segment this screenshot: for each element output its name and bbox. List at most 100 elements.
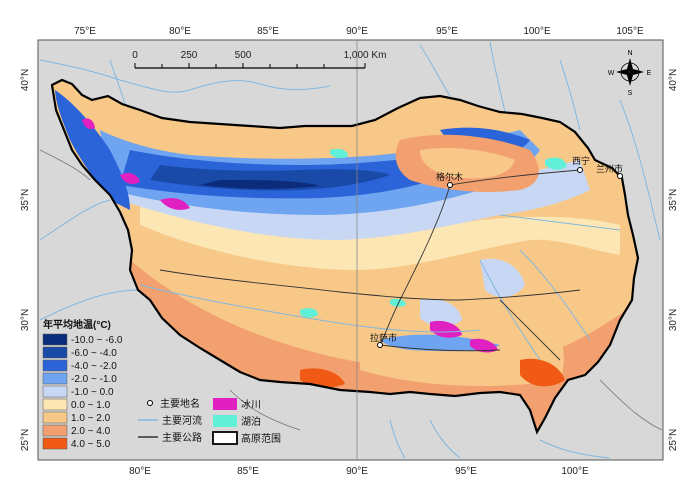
river-line (539, 439, 611, 459)
river-line (489, 41, 506, 113)
city-label: 西宁 (572, 155, 590, 166)
legend-swatch (42, 333, 68, 346)
compass-rose-icon: N S E W (608, 50, 652, 97)
river-line (139, 284, 481, 333)
legend-class-label: -4.0 ~ -2.0 (71, 361, 117, 372)
tick-label: 80°E (169, 26, 191, 37)
city-dot-icon (577, 167, 583, 173)
tick-label: 40°N (20, 69, 31, 91)
map-frame-border (37, 39, 664, 461)
legend-swatch (42, 424, 68, 437)
glacier-patch (120, 172, 140, 184)
legend-river-label: 主要河流 (162, 414, 202, 427)
tick-label: 35°N (668, 189, 679, 211)
city-xining: 西宁 (572, 155, 590, 173)
city-lhasa: 拉萨市 (370, 332, 397, 348)
city-markers: 西宁 兰州市 格尔木 拉萨市 (370, 155, 623, 348)
city-dot-icon (377, 342, 383, 348)
river-line (559, 59, 581, 131)
tick-label: 85°E (237, 466, 259, 477)
temp-zone (380, 334, 500, 352)
scale-label: 0 (132, 50, 138, 61)
legend-class-label: -10.0 ~ -6.0 (71, 335, 123, 346)
temp-zone (300, 368, 345, 388)
tick-label: 100°E (523, 26, 551, 37)
legend-lake-swatch (213, 415, 237, 427)
city-dot-icon (447, 182, 453, 188)
legend-swatch (42, 411, 68, 424)
legend-road-label: 主要公路 (162, 431, 202, 444)
scale-label: 250 (181, 50, 198, 61)
glacier-patch (470, 338, 498, 353)
river-line (619, 99, 661, 241)
axis-ticks-left: 40°N 35°N 30°N 25°N (20, 69, 31, 451)
river-line (479, 259, 541, 361)
legend-title: 年平均地温(°C) (43, 318, 111, 331)
border-line (229, 389, 301, 431)
river-line (429, 419, 461, 459)
river-line (389, 419, 406, 459)
legend-place-icon (147, 400, 153, 406)
glacier-patch (82, 118, 95, 130)
tick-label: 80°E (129, 466, 151, 477)
tick-label: 30°N (20, 309, 31, 331)
tick-label: 90°E (346, 26, 368, 37)
city-label: 兰州市 (596, 163, 623, 174)
legend-swatch (42, 437, 68, 450)
road-line (159, 269, 581, 301)
legend-class-label: 4.0 ~ 5.0 (71, 439, 111, 450)
city-dot-icon (617, 173, 623, 179)
temp-zone (420, 298, 462, 327)
legend-swatch (42, 385, 68, 398)
glacier-patch (160, 197, 190, 210)
scale-bar: 0 250 500 1,000 Km (132, 50, 386, 69)
border-line (599, 379, 663, 431)
river-line (259, 83, 331, 91)
compass-needle (616, 69, 630, 75)
temp-zone (480, 258, 525, 297)
legend-class-label: -6.0 ~ -4.0 (71, 348, 117, 359)
compass-e: E (647, 70, 652, 77)
lake-patch (390, 298, 406, 307)
tick-label: 35°N (20, 189, 31, 211)
legend-swatch (42, 359, 68, 372)
legend-swatch (42, 372, 68, 385)
temp-zone (360, 320, 564, 386)
temp-zone (55, 90, 130, 210)
city-label: 格尔木 (436, 171, 463, 182)
inner-rivers (139, 214, 621, 361)
legend-swatch (42, 346, 68, 359)
axis-ticks-bottom: 80°E 85°E 90°E 95°E 100°E (129, 466, 589, 477)
legend: 年平均地温(°C) -10.0 ~ -6.0 -6.0 ~ -4.0 -4.0 ~ … (42, 318, 281, 450)
tick-label: 25°N (668, 429, 679, 451)
city-golmud: 格尔木 (436, 171, 463, 188)
tick-label: 25°N (20, 429, 31, 451)
tick-label: 95°E (436, 26, 458, 37)
legend-class-label: 1.0 ~ 2.0 (71, 413, 111, 424)
compass-s: S (628, 90, 633, 97)
glacier-patch (430, 320, 462, 338)
border-line (39, 149, 91, 181)
legend-boundary-label: 高原范围 (241, 432, 281, 445)
road-line (379, 344, 501, 352)
lake-areas (300, 148, 567, 318)
tick-label: 105°E (616, 26, 644, 37)
scale-label: 500 (235, 50, 252, 61)
temp-zone (200, 180, 320, 189)
plateau-boundary (50, 78, 640, 435)
river-line (39, 59, 261, 93)
temp-zone (420, 148, 515, 179)
tick-label: 90°E (346, 466, 368, 477)
compass-w: W (608, 70, 615, 77)
river-line (519, 249, 591, 341)
legend-glacier-swatch (213, 398, 237, 410)
legend-symbols: 主要地名 主要河流 主要公路 冰川 湖泊 高原范围 (138, 397, 281, 445)
legend-class-label: -2.0 ~ -1.0 (71, 374, 117, 385)
compass-needle (627, 58, 633, 72)
glacier-areas (82, 118, 498, 353)
tick-label: 100°E (561, 466, 589, 477)
axis-ticks-top: 75°E 80°E 85°E 90°E 95°E 100°E 105°E (74, 26, 644, 37)
river-line (39, 199, 111, 241)
